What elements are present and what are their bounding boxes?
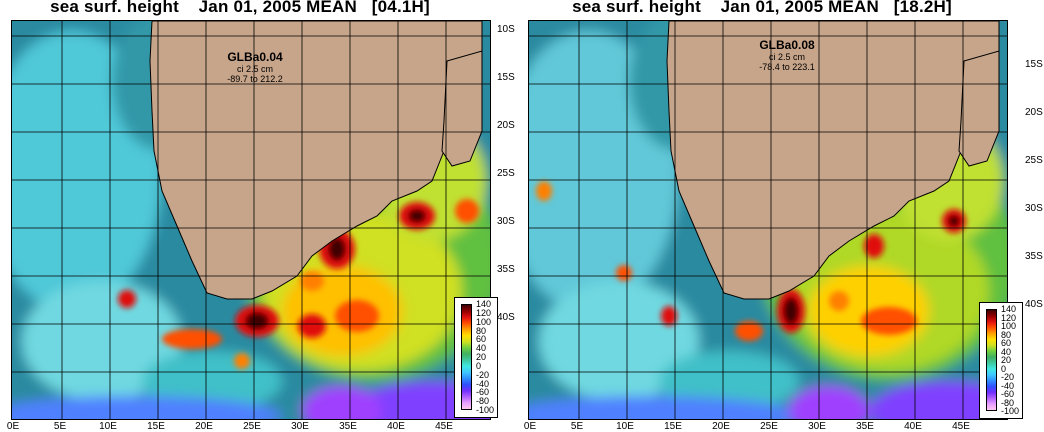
colorbar-tick-label: 100 — [476, 316, 492, 327]
colorbar-tick-label: 60 — [1001, 338, 1012, 348]
lon-tick-label: 0E — [523, 421, 537, 432]
lat-tick-label: 25S — [497, 168, 515, 179]
colorbar-tick-label: 120 — [476, 307, 492, 318]
lon-tick-label: 30E — [808, 421, 826, 432]
colorbar-tick-label: 40 — [1001, 346, 1012, 357]
panel-title: sea surf. height Jan 01, 2005 MEAN [18.2… — [572, 0, 952, 16]
lat-tick-label: 35S — [497, 264, 515, 275]
colorbar-tick-label: 0 — [1001, 363, 1007, 374]
colorbar-tick-label: 60 — [476, 334, 487, 345]
lon-tick-label: 15E — [147, 421, 165, 432]
lon-tick-label: 10E — [99, 421, 117, 432]
lat-tick-label: 10S — [497, 24, 515, 35]
lon-tick-label: 25E — [243, 421, 261, 432]
lon-tick-label: 20E — [712, 421, 730, 432]
colorbar-tick-label: 100 — [1001, 321, 1017, 331]
model-info: GLBa0.04 ci 2.5 cm -89.7 to 212.2 — [205, 50, 305, 84]
colorbar-tick-label: 80 — [476, 325, 487, 336]
value-range: -78.4 to 223.1 — [759, 62, 815, 72]
colorbar-tick-label: 20 — [1001, 355, 1012, 365]
colorbar — [461, 304, 472, 410]
lat-tick-label: 35S — [1025, 251, 1043, 262]
lon-tick-label: 10E — [616, 421, 634, 432]
lat-tick-label: 40S — [1025, 299, 1043, 310]
colorbar-legend: 140 120 100 80 60 40 20 0 -20 -40 -60 -80 -100 — [979, 302, 1023, 419]
ssh-map — [11, 20, 491, 420]
colorbar-tick-label: 20 — [476, 352, 487, 362]
panel-title: sea surf. height Jan 01, 2005 MEAN [04.1… — [50, 0, 430, 16]
model-name: GLBa0.04 — [227, 50, 283, 64]
lat-tick-label: 30S — [1025, 203, 1043, 214]
lon-tick-label: 0E — [6, 421, 20, 432]
colorbar-tick-label: -100 — [1001, 406, 1020, 416]
ssh-field — [529, 21, 1007, 419]
map-panel-left: sea surf. height Jan 01, 2005 MEAN [04.1… — [0, 0, 522, 432]
model-name: GLBa0.08 — [759, 38, 815, 52]
lat-tick-label: 25S — [1025, 155, 1043, 166]
grid-lines — [12, 21, 490, 419]
lon-tick-label: 40E — [904, 421, 922, 432]
lat-tick-label: 30S — [497, 216, 515, 227]
value-range: -89.7 to 212.2 — [227, 74, 283, 84]
map-panel-right: sea surf. height Jan 01, 2005 MEAN [18.2… — [522, 0, 1044, 432]
colorbar-legend: 140 120 100 80 60 40 20 0 -20 -40 -60 -80 -100 — [454, 297, 498, 418]
lat-tick-label: 15S — [1025, 59, 1043, 70]
colorbar-tick-label: 80 — [1001, 329, 1012, 340]
colorbar-tick-label: 140 — [1001, 304, 1017, 314]
lon-tick-label: 25E — [760, 421, 778, 432]
colorbar-tick-label: 0 — [476, 360, 482, 371]
model-info: GLBa0.08 ci 2.5 cm -78.4 to 223.1 — [737, 38, 837, 72]
colorbar-tick-label: -20 — [1001, 372, 1015, 382]
colorbar-tick-label: 140 — [476, 299, 492, 309]
lon-tick-label: 40E — [387, 421, 405, 432]
colorbar-tick-label: 120 — [1001, 312, 1017, 323]
ssh-map — [528, 20, 1008, 420]
lon-tick-label: 30E — [291, 421, 309, 432]
colorbar — [986, 309, 997, 411]
colorbar-tick-label: -40 — [476, 378, 490, 389]
lon-tick-label: 5E — [570, 421, 584, 432]
colorbar-tick-label: -100 — [476, 405, 495, 415]
grid-lines — [529, 21, 1007, 419]
colorbar-tick-label: -40 — [1001, 380, 1015, 391]
colorbar-tick-label: -60 — [1001, 389, 1015, 399]
colorbar-tick-label: -60 — [476, 387, 490, 398]
colorbar-tick-label: -80 — [476, 396, 490, 407]
contour-interval: ci 2.5 cm — [768, 52, 805, 62]
contour-interval: ci 2.5 cm — [236, 64, 273, 74]
lat-tick-label: 20S — [1025, 107, 1043, 118]
colorbar-tick-label: -80 — [1001, 397, 1015, 408]
lat-tick-label: 15S — [497, 72, 515, 83]
lat-tick-label: 40S — [497, 312, 515, 323]
lon-tick-label: 15E — [664, 421, 682, 432]
lon-tick-label: 45E — [952, 421, 970, 432]
lon-tick-label: 45E — [435, 421, 453, 432]
lat-tick-label: 20S — [497, 120, 515, 131]
lon-tick-label: 35E — [856, 421, 874, 432]
ssh-field — [12, 21, 490, 419]
lon-tick-label: 35E — [339, 421, 357, 432]
lon-tick-label: 5E — [53, 421, 67, 432]
colorbar-tick-label: -20 — [476, 369, 490, 380]
colorbar-tick-label: 40 — [476, 343, 487, 354]
lon-tick-label: 20E — [195, 421, 213, 432]
